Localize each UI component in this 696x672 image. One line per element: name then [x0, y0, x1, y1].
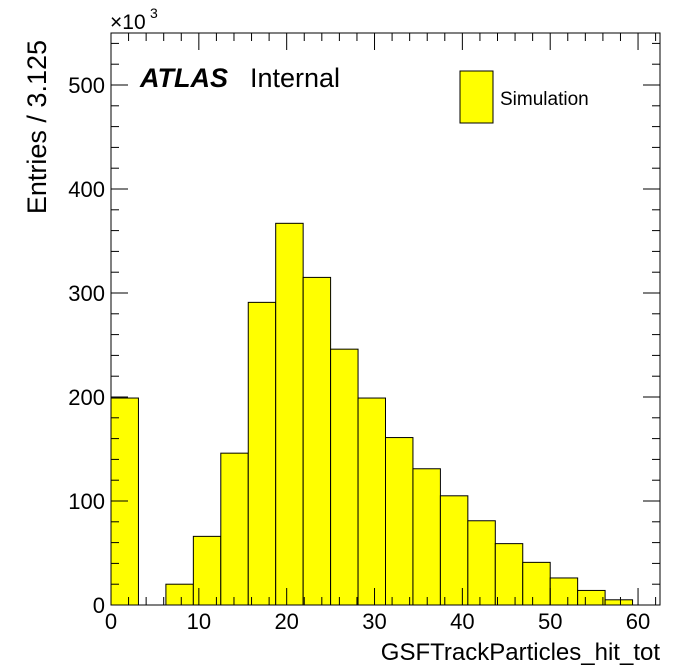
legend-swatch — [459, 70, 494, 124]
y-axis-multiplier-exponent: 3 — [150, 5, 158, 21]
histogram-bar — [275, 222, 304, 606]
y-axis-label: Entries / 3.125 — [22, 40, 52, 214]
histogram-bar — [439, 495, 469, 606]
y-tick-label: 200 — [68, 385, 105, 410]
y-tick-label: 500 — [68, 73, 105, 98]
legend: Simulation — [459, 70, 589, 124]
histogram-bar — [604, 599, 634, 606]
histogram-bar — [165, 583, 194, 606]
histogram-bar — [330, 348, 359, 606]
histogram-bar — [247, 301, 277, 606]
x-tick-label: 20 — [274, 609, 298, 634]
y-tick-label: 400 — [68, 177, 105, 202]
histogram-bar — [220, 452, 249, 606]
histogram-bar — [110, 397, 139, 606]
histogram-bar — [467, 520, 496, 606]
histogram-bars — [110, 222, 634, 606]
x-tick-label: 60 — [626, 609, 650, 634]
x-axis-label: GSFTrackParticles_hit_tot — [381, 639, 661, 666]
y-tick-label: 100 — [68, 489, 105, 514]
histogram-bar — [577, 589, 606, 606]
y-axis-multiplier: ×10 — [110, 11, 146, 34]
tick-labels: 0 10 20 30 40 50 60 0 100 200 300 400 500 — [68, 73, 650, 634]
x-tick-label: 0 — [105, 609, 117, 634]
atlas-label: ATLAS — [139, 63, 228, 93]
histogram-bar — [192, 535, 222, 606]
axis-ticks — [110, 33, 660, 606]
y-tick-label: 300 — [68, 281, 105, 306]
x-tick-label: 40 — [450, 609, 474, 634]
plot-frame — [110, 32, 661, 606]
y-tick-label: 0 — [93, 593, 105, 618]
histogram-bar — [549, 577, 579, 606]
histogram-bar — [412, 468, 441, 606]
x-tick-label: 50 — [538, 609, 562, 634]
histogram-bar — [302, 276, 332, 606]
x-tick-label: 10 — [187, 609, 211, 634]
internal-label: Internal — [250, 63, 340, 93]
histogram-bar — [494, 543, 524, 606]
legend-label: Simulation — [500, 89, 589, 110]
histogram-bar — [522, 561, 551, 606]
histogram-bar — [357, 397, 386, 606]
histogram-bar — [385, 437, 414, 606]
x-tick-label: 30 — [362, 609, 386, 634]
